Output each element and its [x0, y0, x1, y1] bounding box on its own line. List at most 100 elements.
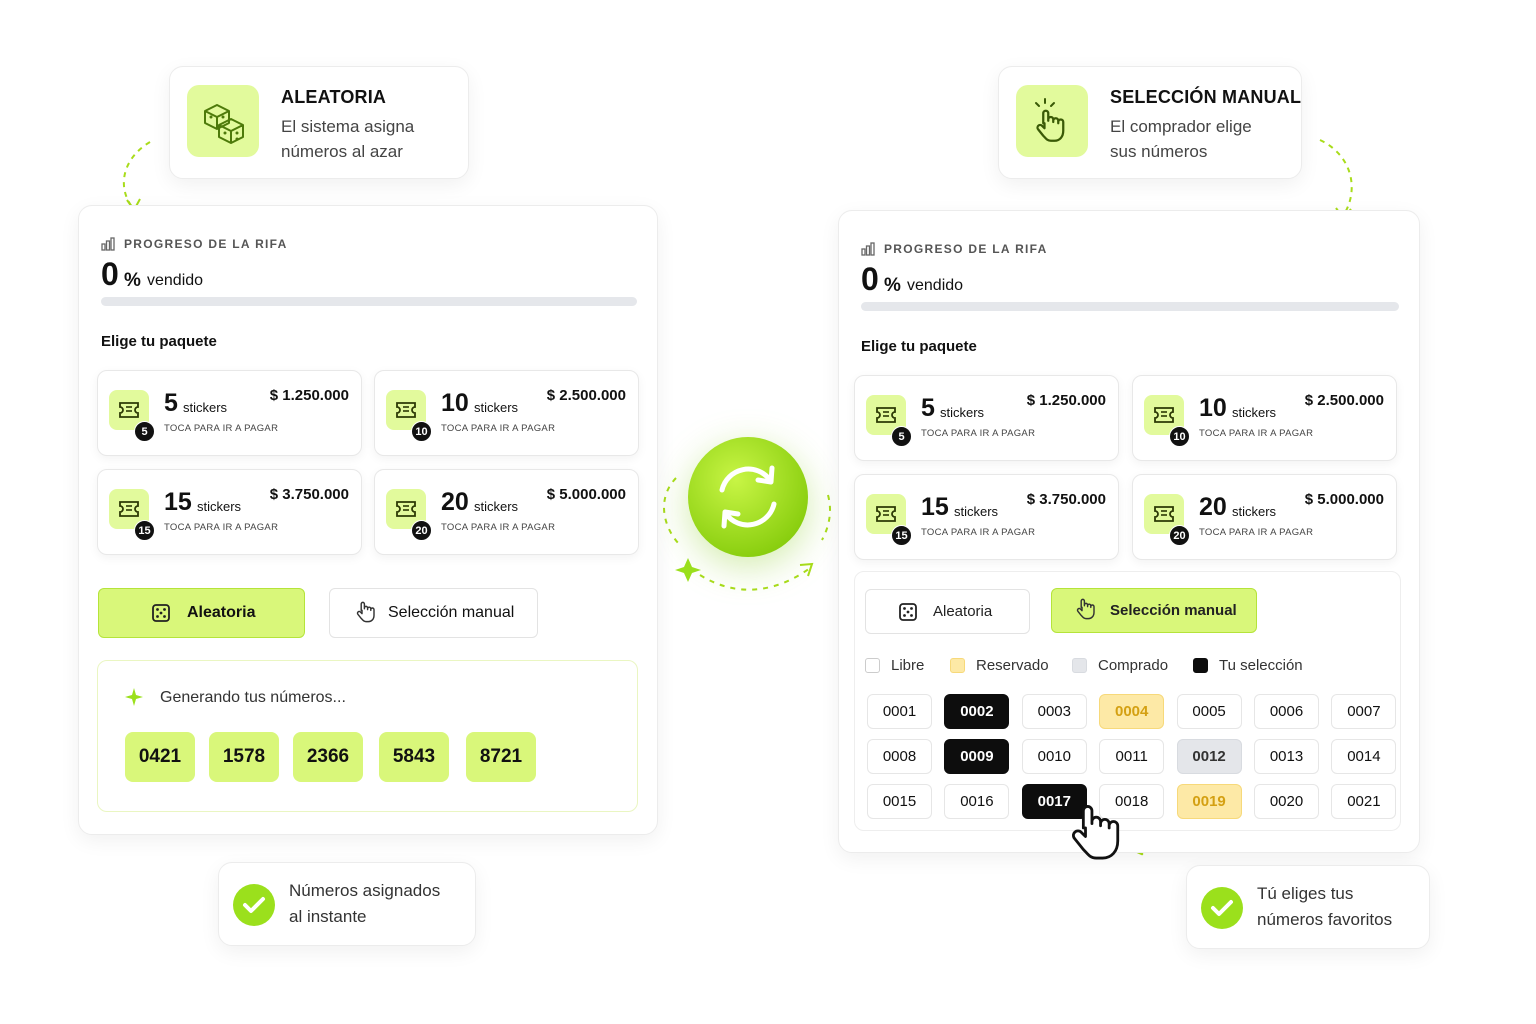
decoration — [1076, 598, 1095, 620]
mode-button[interactable]: Selección manual — [1051, 588, 1257, 633]
callout-title: ALEATORIA — [281, 87, 387, 107]
legend-swatch — [950, 658, 965, 673]
package-badge: 20 — [411, 520, 432, 541]
package-card[interactable]: 20 20 stickers $ 5.000.000 TOCA PARA IR A PA… — [374, 469, 639, 555]
number-cell[interactable]: 0002 — [944, 694, 1010, 729]
package-badge: 5 — [134, 421, 155, 442]
ticket-icon — [119, 501, 139, 517]
package-price: $ 3.750.000 — [269, 486, 349, 503]
decoration — [719, 466, 773, 493]
mode-button[interactable]: Aleatoria — [98, 588, 305, 638]
number-cell[interactable]: 0010 — [1021, 739, 1087, 774]
number-cell[interactable]: 0012 — [1176, 739, 1242, 774]
footer-card: Tú eliges tus números favoritos — [1186, 865, 1430, 949]
decoration — [1036, 109, 1065, 142]
mode-button[interactable]: Selección manual — [329, 588, 538, 638]
package-badge: 15 — [891, 525, 912, 546]
decoration — [156, 615, 159, 618]
number-cell[interactable]: 0001 — [867, 694, 932, 729]
package-card[interactable]: 5 5 stickers $ 1.250.000 TOCA PARA IR A PAGA… — [97, 370, 362, 456]
number-cell[interactable]: 0019 — [1176, 784, 1242, 819]
progress-track — [101, 297, 637, 306]
ticket-icon — [119, 402, 139, 418]
decoration — [1050, 102, 1055, 107]
decoration — [899, 603, 917, 621]
package-card[interactable]: 10 10 stickers $ 2.500.000 TOCA PARA IR A PA… — [1132, 375, 1397, 461]
number-cell[interactable]: 0011 — [1099, 739, 1165, 774]
decoration — [163, 615, 166, 618]
number-cell[interactable]: 0013 — [1254, 739, 1319, 774]
progress-label: PROGRESO DE LA RIFA — [124, 237, 288, 251]
decoration — [861, 248, 866, 256]
package-unit: stickers — [1232, 405, 1277, 420]
package-count: 20 — [441, 488, 469, 516]
legend-swatch — [865, 658, 880, 673]
package-count: 5 — [164, 389, 178, 417]
package-card[interactable]: 15 15 stickers $ 3.750.000 TOCA PARA IR A PA… — [97, 469, 362, 555]
decoration — [101, 243, 106, 251]
decoration — [910, 614, 913, 617]
decoration — [1035, 98, 1055, 107]
decoration — [122, 141, 151, 209]
mode-label: Aleatoria — [933, 603, 993, 620]
package-card[interactable]: 5 5 stickers $ 1.250.000 TOCA PARA IR A PAGA… — [854, 375, 1119, 461]
decoration — [910, 607, 913, 610]
number-cell[interactable]: 0003 — [1021, 694, 1087, 729]
number-cell[interactable]: 0018 — [1099, 784, 1165, 819]
package-count: 15 — [164, 488, 192, 516]
package-card[interactable]: 20 20 stickers $ 5.000.000 TOCA PARA IR A PA… — [1132, 474, 1397, 560]
number-cell[interactable]: 0006 — [1254, 694, 1319, 729]
decoration — [119, 501, 139, 517]
decoration — [870, 242, 875, 256]
decoration — [204, 104, 230, 130]
callout-icon — [1016, 85, 1088, 157]
ticket-icon — [396, 501, 416, 517]
decoration — [233, 884, 275, 926]
number-cell[interactable]: 0008 — [867, 739, 932, 774]
ticket-icon — [1154, 506, 1174, 522]
progress-label: PROGRESO DE LA RIFA — [884, 242, 1048, 256]
decoration — [1076, 598, 1095, 620]
number-cell[interactable]: 0005 — [1176, 694, 1242, 729]
ticket-icon — [396, 402, 416, 418]
number-cell[interactable]: 0015 — [867, 784, 932, 819]
decoration — [221, 115, 225, 119]
callout-card: SELECCIÓN MANUAL El comprador elige sus nú… — [998, 66, 1302, 179]
number-cell[interactable]: 0014 — [1331, 739, 1397, 774]
decoration — [1072, 805, 1120, 860]
decoration — [101, 237, 115, 251]
footer-text: Tú eliges tus — [1257, 884, 1354, 903]
package-cta: TOCA PARA IR A PAGAR — [921, 527, 1036, 538]
number-cell[interactable]: 0020 — [1254, 784, 1319, 819]
number-cell[interactable]: 0017 — [1021, 784, 1087, 819]
decoration — [755, 465, 775, 485]
sold-label: vendido — [147, 272, 204, 289]
decoration — [699, 567, 811, 591]
mode-button[interactable]: Aleatoria — [865, 589, 1030, 634]
package-cta: TOCA PARA IR A PAGAR — [164, 423, 279, 434]
generating-box: Generando tus números... 0421 1578 2366 5843… — [97, 660, 638, 812]
package-price: $ 1.250.000 — [1026, 392, 1106, 409]
package-price: $ 2.500.000 — [1304, 392, 1384, 409]
decoration — [119, 402, 139, 418]
package-card[interactable]: 10 10 stickers $ 2.500.000 TOCA PARA IR A PA… — [374, 370, 639, 456]
number-cell[interactable]: 0016 — [944, 784, 1010, 819]
dice-icon — [899, 603, 917, 621]
footer-text: números favoritos — [1257, 910, 1393, 929]
package-count: 15 — [921, 493, 949, 521]
number-cell[interactable]: 0009 — [944, 739, 1010, 774]
chart-icon — [101, 237, 115, 251]
number-cell[interactable]: 0021 — [1331, 784, 1397, 819]
package-price: $ 5.000.000 — [1304, 491, 1384, 508]
package-count: 10 — [441, 389, 469, 417]
footer-card: Números asignados al instante — [218, 862, 476, 946]
package-card[interactable]: 15 15 stickers $ 3.750.000 TOCA PARA IR A PA… — [854, 474, 1119, 560]
package-badge: 5 — [891, 426, 912, 447]
packages-title: Elige tu paquete — [101, 333, 217, 350]
panel: PROGRESO DE LA RIFA 0% vendido Elige tu paq… — [78, 205, 658, 835]
package-badge: 20 — [1169, 525, 1190, 546]
decoration — [821, 494, 831, 541]
number-cell[interactable]: 0007 — [1331, 694, 1397, 729]
decoration — [663, 477, 681, 546]
number-cell[interactable]: 0004 — [1099, 694, 1165, 729]
